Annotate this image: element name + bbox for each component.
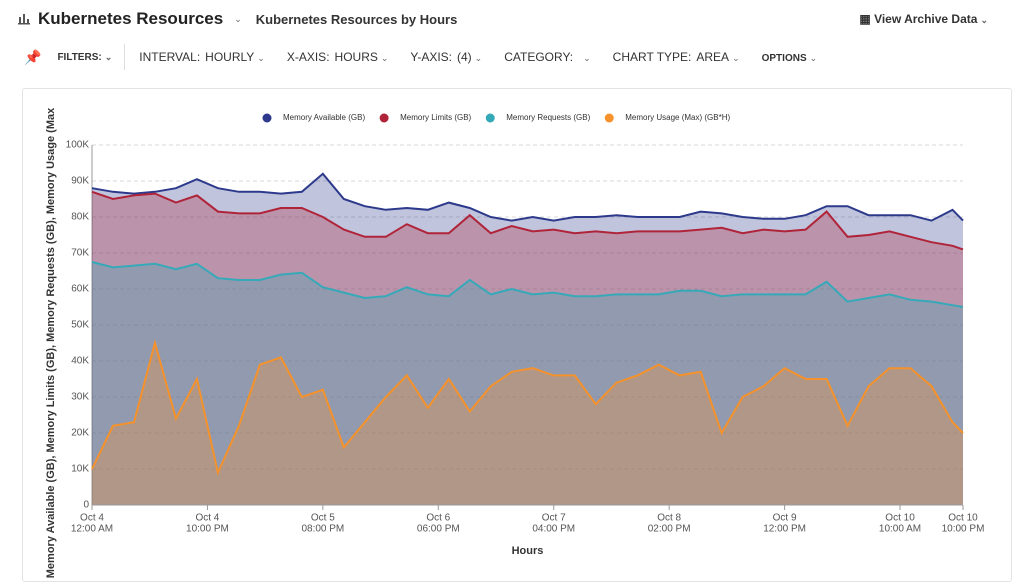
page-title[interactable]: Kubernetes Resources: [38, 9, 224, 28]
chevron: ⌄: [809, 53, 818, 63]
x-tick-label: 08:00 PM: [301, 524, 344, 535]
legend-label[interactable]: Memory Limits (GB): [400, 113, 471, 122]
series-line: [91, 190, 964, 251]
header: Kubernetes Resources ⌄ Kubernetes Resourc…: [18, 8, 457, 30]
divider: [124, 44, 126, 70]
dropdown-value[interactable]: (4): [457, 50, 472, 64]
toolbar-dropdown[interactable]: CATEGORY: ⌄: [504, 50, 590, 64]
y-tick-label: 20K: [71, 428, 89, 439]
area-fill: [92, 343, 963, 505]
x-tick-label: Oct 7: [542, 513, 566, 524]
y-tick-label: 80K: [71, 212, 89, 223]
x-tick-label: 12:00 PM: [763, 524, 806, 535]
chevron: ⌄: [732, 53, 740, 63]
legend-swatch[interactable]: [262, 113, 272, 123]
chart-icon: [18, 14, 30, 25]
y-tick-label: 0: [83, 500, 89, 511]
dropdown-label[interactable]: CATEGORY:: [504, 50, 574, 64]
toolbar-dropdown[interactable]: X-AXIS: HOURS ⌄: [287, 50, 389, 64]
chevron: ⌄: [380, 53, 389, 63]
x-tick-label: Oct 8: [657, 513, 681, 524]
x-tick-label: Oct 4: [195, 513, 219, 524]
archive-label[interactable]: View Archive Data: [874, 12, 978, 26]
y-tick-label: 50K: [71, 320, 89, 331]
x-tick-label: Oct 5: [311, 513, 335, 524]
y-tick-label: 30K: [71, 392, 89, 403]
dropdown-label[interactable]: Y-AXIS:: [410, 50, 452, 64]
y-tick-label: 40K: [71, 356, 89, 367]
legend-swatch[interactable]: [379, 113, 389, 123]
x-axis-title: Hours: [512, 545, 544, 557]
dropdown-value[interactable]: AREA: [696, 50, 730, 64]
y-tick-label: 90K: [71, 176, 89, 187]
archive-button[interactable]: ▦ View Archive Data ⌄: [859, 12, 988, 26]
toolbar-dropdown[interactable]: Y-AXIS: (4) ⌄: [410, 50, 482, 64]
dropdown-label[interactable]: X-AXIS:: [286, 50, 330, 64]
legend-label[interactable]: Memory Requests (GB): [506, 113, 590, 122]
legend-label[interactable]: Memory Available (GB): [283, 113, 365, 122]
chart-card: 0 10K 20K 30K 40K 50K 60K 70K 80K 90K 100K Oct 4 12:…: [22, 88, 1012, 582]
series-line: [91, 172, 964, 222]
y-tick-label: 10K: [71, 464, 89, 475]
x-tick-label: 04:00 PM: [532, 524, 575, 535]
calendar-icon: ▦: [859, 12, 875, 26]
toolbar: 📌 FILTERS: ⌄ INTERVAL: HOURLY ⌄ X-AXIS: HOURS…: [24, 44, 839, 70]
x-tick-label: Oct 9: [773, 513, 797, 524]
dropdown-label[interactable]: CHART TYPE:: [612, 50, 692, 64]
toolbar-dropdown[interactable]: CHART TYPE: AREA ⌄: [613, 50, 740, 64]
chevron: ⌄: [980, 15, 988, 25]
x-tick-label: 06:00 PM: [417, 524, 460, 535]
chevron: ⌄: [104, 51, 113, 62]
chevron: ⌄: [257, 53, 265, 63]
chevron: ⌄: [474, 53, 483, 63]
series-line: [91, 261, 964, 308]
dropdown-value[interactable]: HOURLY: [205, 50, 255, 64]
legend-label[interactable]: Memory Usage (Max) (GB*H): [625, 113, 730, 122]
dropdown-value[interactable]: HOURS: [334, 50, 378, 64]
filters-button[interactable]: FILTERS: ⌄: [57, 52, 112, 63]
y-axis-title: Memory Available (GB), Memory Limits (GB…: [45, 107, 57, 578]
y-tick-label: 100K: [66, 140, 90, 151]
y-tick-label: 60K: [71, 284, 89, 295]
toolbar-dropdown[interactable]: INTERVAL: HOURLY ⌄: [139, 50, 265, 64]
x-tick-label: Oct 10: [948, 513, 978, 524]
x-tick-label: Oct 4: [80, 513, 104, 524]
x-tick-label: 10:00 PM: [186, 524, 229, 535]
x-tick-label: Oct 10: [885, 513, 915, 524]
series-line: [91, 339, 964, 476]
dropdown-label[interactable]: OPTIONS: [761, 53, 807, 64]
legend-swatch[interactable]: [604, 113, 614, 123]
area-fill: [92, 262, 963, 505]
area-fill: [92, 173, 963, 506]
dropdown-label[interactable]: INTERVAL:: [139, 50, 201, 64]
toolbar-dropdown[interactable]: OPTIONS ⌄: [762, 50, 818, 64]
x-tick-label: 12:00 AM: [71, 524, 113, 535]
x-tick-label: 10:00 AM: [879, 524, 921, 535]
x-tick-label: Oct 6: [426, 513, 450, 524]
filters-label[interactable]: FILTERS:: [57, 51, 102, 63]
chevron[interactable]: ⌄: [234, 13, 242, 24]
x-tick-label: 10:00 PM: [942, 524, 985, 535]
page-subtitle: Kubernetes Resources by Hours: [255, 11, 458, 27]
area-fill: [92, 191, 963, 506]
pin-icon[interactable]: 📌: [24, 48, 42, 65]
x-tick-label: 02:00 PM: [648, 524, 691, 535]
y-tick-label: 70K: [71, 248, 89, 259]
legend-swatch[interactable]: [485, 113, 495, 123]
chevron: ⌄: [583, 53, 591, 63]
